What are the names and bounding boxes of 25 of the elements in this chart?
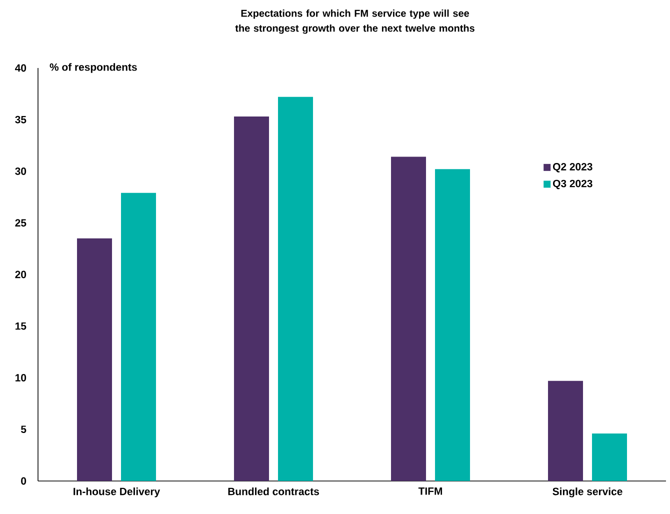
legend-label: Q2 2023 <box>553 163 592 172</box>
y-tick-label: 35 <box>15 116 26 124</box>
x-tick-label: TIFM <box>418 488 442 495</box>
y-tick-label: 0 <box>21 477 26 485</box>
x-tick-label: Single service <box>552 488 622 498</box>
y-tick-label: 15 <box>16 322 26 330</box>
y-tick-label: 40 <box>15 64 26 72</box>
legend-label: Q3 2023 <box>553 180 592 190</box>
bar <box>77 238 112 481</box>
chart-title: Expectations for which FM service type will see the strongest growth over the next twelve months <box>235 10 474 34</box>
y-tick-label: 5 <box>21 426 26 434</box>
y-tick-label: 30 <box>15 168 26 175</box>
y-tick-label: 20 <box>15 270 26 278</box>
bar <box>548 380 584 481</box>
y-axis-title: % of respondents <box>50 63 137 73</box>
bar <box>391 156 426 481</box>
bar <box>435 169 470 481</box>
bar <box>234 116 270 481</box>
y-tick-label: 10 <box>16 374 26 382</box>
x-tick-label: In-house Delivery <box>74 488 160 498</box>
bar <box>278 96 314 481</box>
bar <box>592 433 628 481</box>
x-tick-label: Bundled contracts <box>228 488 319 496</box>
y-tick-label: 25 <box>15 219 26 227</box>
bar <box>121 192 156 481</box>
